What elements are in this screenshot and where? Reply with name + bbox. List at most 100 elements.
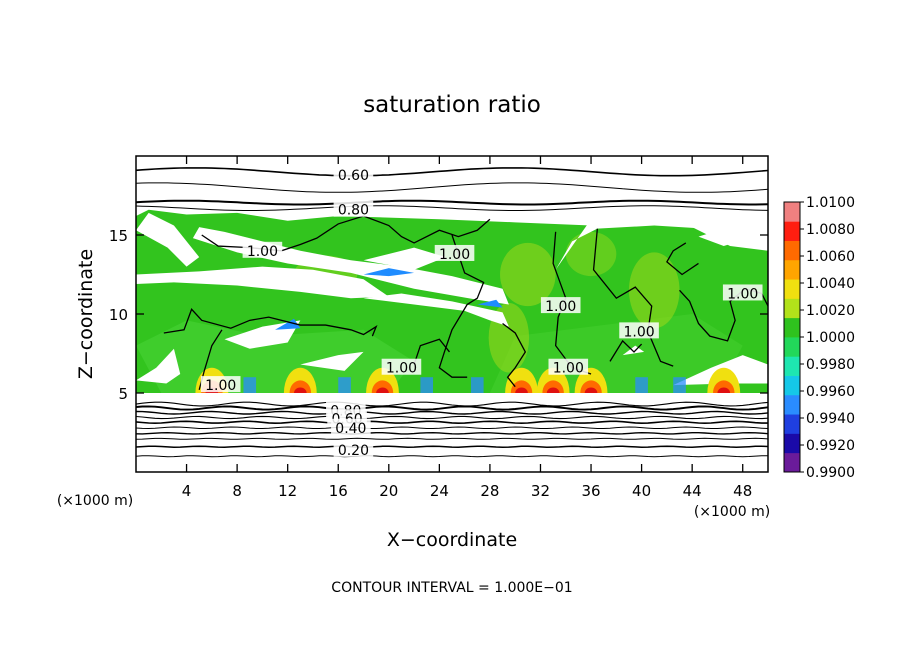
contour-label-bg (540, 297, 581, 314)
contour-label-bg (331, 418, 371, 435)
subsaturation-streak (420, 377, 434, 393)
colorbar-swatch (784, 337, 800, 357)
colorbar-label: 0.9960 (806, 384, 855, 400)
contour-lower (135, 401, 769, 407)
colorbar-swatch (784, 259, 800, 280)
y-tick-label: 5 (118, 385, 128, 403)
contour-lower (135, 405, 769, 411)
contour-label-bg (548, 358, 589, 375)
colorbar-swatch (784, 394, 800, 415)
contour-label: 0.60 (338, 168, 369, 184)
colorbar-swatch (784, 375, 800, 396)
below-cloud-base (136, 393, 768, 472)
colorbar-swatch (784, 356, 800, 376)
colorbar-label: 0.9940 (806, 411, 855, 427)
subsaturation-streak (338, 377, 351, 393)
region-unsaturated (136, 266, 389, 299)
x-tick-label: 4 (182, 482, 192, 500)
colorbar-swatch (784, 221, 800, 241)
x-tick-label: 12 (278, 482, 297, 500)
y-tick-label: 10 (109, 306, 128, 324)
contour-label: 0.40 (335, 421, 366, 437)
contour-label-bg (333, 200, 374, 217)
contour-lines (135, 167, 769, 458)
contour-lower (135, 426, 769, 430)
contour-labels: 0.60 0.80 1.00 1.00 1.00 1.00 1.00 1.00 1.00 1.00… (200, 165, 763, 459)
contour-1.00 (609, 339, 643, 362)
colorbar-label: 0.9980 (806, 357, 855, 373)
contour-1.00 (592, 228, 674, 367)
x-tick-label: 32 (531, 482, 550, 500)
contour-label: 1.00 (623, 324, 654, 340)
x-axis-unit-right: (×1000 m) (694, 504, 770, 520)
colorbar-label: 1.0060 (806, 249, 855, 265)
contour-label-bg (434, 244, 475, 261)
contour-1.00 (413, 338, 450, 365)
region-unsaturated (136, 212, 200, 267)
x-axis-unit: (×1000 m) (57, 493, 133, 509)
region-subsaturated (275, 318, 301, 330)
x-tick-label: 16 (329, 482, 348, 500)
colorbar-swatch (784, 317, 800, 338)
colorbar-label: 1.0080 (806, 222, 855, 238)
contour-lower (135, 420, 768, 425)
colorbar-label: 1.0040 (806, 276, 855, 292)
x-tick-label: 48 (733, 482, 752, 500)
contour-label: 0.80 (338, 203, 369, 219)
chart-title: saturation ratio (363, 92, 541, 118)
x-tick-label: 28 (480, 482, 499, 500)
colorbar-swatch (784, 452, 800, 473)
colorbar-swatch (784, 202, 800, 222)
y-axis-ticks: 5 10 15 (109, 227, 768, 403)
region-unsaturated (136, 348, 181, 384)
contour-label: 1.00 (386, 361, 417, 377)
x-tick-label: 36 (581, 482, 600, 500)
region-unsaturated (622, 345, 645, 356)
colorbar-swatch (784, 414, 800, 434)
colorbar-label: 1.0000 (806, 330, 855, 346)
contour-label-bg (333, 165, 374, 182)
region-unsaturated (300, 351, 364, 371)
contour-1.00 (163, 308, 378, 337)
contour-label-bg (333, 440, 374, 457)
contour-label-bg (242, 241, 283, 258)
contour-0.70 (135, 182, 769, 193)
contour-lower (135, 415, 769, 420)
contour-lower (135, 410, 769, 415)
contour-lower (135, 455, 768, 458)
contour-label: 1.00 (727, 286, 758, 302)
region-supersaturated (565, 231, 617, 277)
contour-1.00 (502, 322, 527, 388)
region-unsaturated (698, 228, 750, 247)
subsaturation-streak (243, 377, 257, 393)
contour-label: 1.00 (553, 361, 584, 377)
colorbar-label: 1.0100 (806, 195, 855, 211)
region-subsaturated (363, 268, 415, 277)
contour-label-bg (619, 322, 659, 339)
x-tick-label: 8 (232, 482, 242, 500)
contour-label: 1.00 (205, 378, 236, 394)
colorbar: 0.9900 0.9920 0.9940 0.9960 0.9980 1.0000 1.00… (783, 195, 855, 481)
region-supersaturated (500, 242, 556, 307)
region-unsaturated (363, 293, 509, 327)
colorbar-label: 1.0020 (806, 303, 855, 319)
x-axis-ticks: 4 8 12 16 20 24 28 32 36 40 44 48 (182, 156, 752, 500)
contour-0.90 (135, 205, 769, 211)
x-axis-label: X−coordinate (387, 529, 517, 551)
x-tick-label: 40 (632, 482, 651, 500)
contour-lower (135, 431, 769, 435)
contour-lower (135, 437, 769, 440)
region-supersaturated (628, 252, 680, 329)
x-tick-label: 44 (683, 482, 702, 500)
contour-lower (135, 445, 769, 448)
contour-label: 1.00 (247, 244, 278, 260)
colorbar-swatch (784, 433, 800, 454)
region-subsaturated (477, 299, 503, 308)
x-tick-label: 20 (379, 482, 398, 500)
contour-label: 1.00 (545, 299, 576, 315)
contour-0.80 (135, 199, 769, 206)
y-tick-label: 15 (109, 227, 128, 245)
colorbar-swatch (784, 279, 800, 299)
colorbar-swatch (784, 298, 800, 319)
